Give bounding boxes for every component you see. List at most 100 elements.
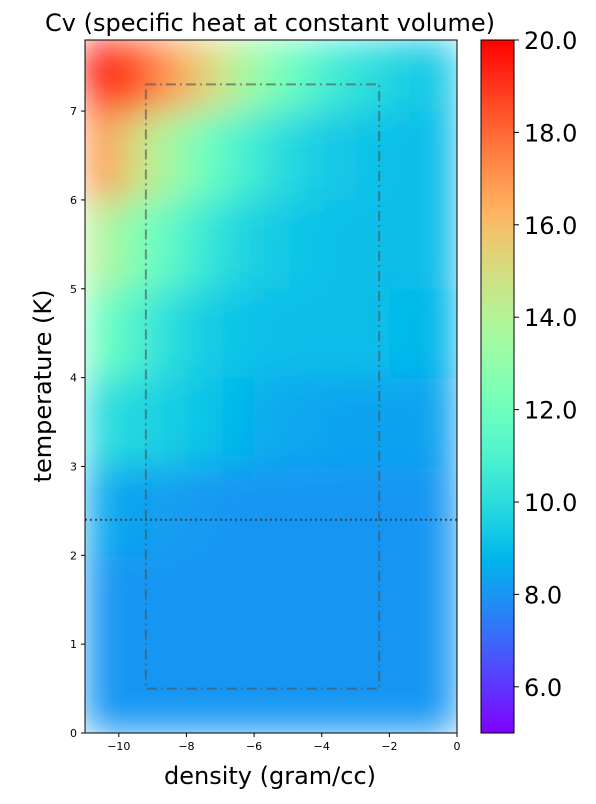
heat-cell [118,466,154,556]
y-tick-label: 1 [70,638,77,651]
heat-cell [186,288,221,379]
heat-cell [254,40,289,112]
heat-cell [287,199,323,290]
y-tick-label: 5 [70,283,77,296]
heat-cell [423,288,457,379]
heat-cell [355,288,390,379]
heat-cell [423,111,457,201]
annotation-box [144,83,381,690]
heat-cell [321,288,357,379]
heat-cell [423,199,457,290]
heat-cell [287,40,323,112]
heat-cell [118,111,154,201]
heat-cell [85,111,120,201]
heat-cell [85,40,120,112]
heat-cell [355,111,390,201]
heat-cell [355,466,390,556]
heat-cell [321,377,357,467]
heat-cell [152,377,187,467]
heat-cell [186,111,221,201]
heat-cell [389,466,424,556]
heat-cell [118,40,154,112]
y-tick-label: 3 [70,460,77,473]
heat-cell [186,40,221,112]
heat-cell [220,199,255,290]
heat-cell [355,555,390,645]
heat-cell [85,466,120,556]
heat-cell [220,111,255,201]
colorbar-tick-label: 6.0 [524,674,562,702]
y-tick-label: 4 [70,372,77,385]
colorbar-tick-label: 8.0 [524,581,562,609]
heatmap [85,40,457,733]
heat-cell [287,555,323,645]
y-axis-label: temperature (K) [29,290,57,483]
heat-cell [423,40,457,112]
y-tick-label: 7 [70,105,77,118]
heat-cell [254,466,289,556]
heat-cell [389,40,424,112]
heat-cell [254,555,289,645]
heat-cell [186,555,221,645]
colorbar-tick-label: 16.0 [524,212,577,240]
x-tick-label: −8 [178,740,194,753]
heat-cell [85,288,120,379]
heat-cell [254,111,289,201]
heat-cell [254,199,289,290]
x-tick-label: 0 [454,740,461,753]
heat-cell [321,466,357,556]
heat-cell [321,40,357,112]
heat-cell [152,288,187,379]
heat-cell [287,111,323,201]
heat-cell [423,644,457,733]
heat-cell [186,199,221,290]
heat-cell [321,111,357,201]
heat-cell [186,377,221,467]
heat-cell [220,555,255,645]
heat-cell [85,199,120,290]
heat-cell [287,377,323,467]
heat-cell [389,199,424,290]
plot-frame [84,39,458,734]
heat-cell [355,40,390,112]
overlay: −10 −8 −6 −4 −2 0 0 1 2 3 4 5 6 7 6.0 8.0 10.0 12.0 14.0 16… [70,27,577,753]
heat-cell [186,466,221,556]
y-tick-label: 6 [70,194,77,207]
heat-cell [85,377,120,467]
colorbar-tick-label: 10.0 [524,489,577,517]
heat-cell [254,377,289,467]
heat-cell [287,466,323,556]
x-tick-label: −2 [381,740,397,753]
heat-cell [220,288,255,379]
heat-cell [152,199,187,290]
heat-cell [321,555,357,645]
heat-cell [389,111,424,201]
y-tick-label: 0 [70,727,77,740]
heat-cell [389,377,424,467]
heat-cell [118,555,154,645]
colorbar [480,39,515,734]
heat-cell [423,555,457,645]
x-tick-label: −10 [107,740,130,753]
heat-cell [355,377,390,467]
heat-cell [118,199,154,290]
y-tick-label: 2 [70,549,77,562]
colorbar-tick-label: 20.0 [524,27,577,55]
heat-cell [389,288,424,379]
heat-cell [389,555,424,645]
heat-cell [152,111,187,201]
chart-title: Cv (specific heat at constant volume) [45,9,495,37]
heat-cell [220,40,255,112]
heat-cell [152,40,187,112]
colorbar-tick-label: 18.0 [524,119,577,147]
heat-cell [152,466,187,556]
x-tick-label: −6 [246,740,262,753]
heat-cell [220,466,255,556]
heat-cell [118,377,154,467]
heat-cell [85,555,120,645]
heat-cell [287,288,323,379]
heat-cell [220,377,255,467]
heat-cell [423,466,457,556]
heat-cell [321,199,357,290]
